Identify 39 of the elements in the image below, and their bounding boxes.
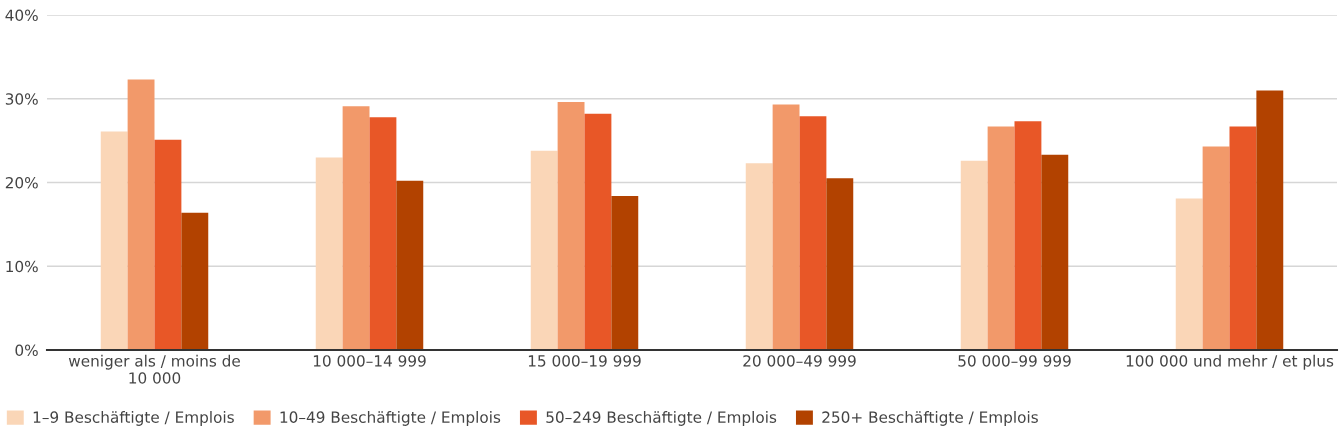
bar bbox=[530, 150, 558, 350]
x-tick-label: weniger als / moins de 10 000 bbox=[68, 354, 240, 384]
bar bbox=[181, 212, 209, 350]
bar bbox=[396, 180, 424, 350]
bar bbox=[342, 106, 370, 350]
bar bbox=[369, 117, 397, 350]
legend-label: 50–249 Beschäftigte / Emplois bbox=[546, 411, 777, 426]
legend-label: 250+ Beschäftigte / Emplois bbox=[822, 411, 1038, 426]
x-tick-label: 20 000–49 999 bbox=[743, 355, 856, 367]
bar bbox=[987, 126, 1015, 350]
bar bbox=[584, 113, 612, 350]
bar bbox=[1175, 198, 1203, 350]
bar bbox=[127, 79, 155, 350]
bar bbox=[1256, 90, 1284, 350]
bar bbox=[1014, 121, 1042, 350]
bar bbox=[315, 157, 343, 350]
bar bbox=[100, 131, 128, 350]
x-tick-label: 50 000–99 999 bbox=[958, 355, 1071, 367]
y-tick-label: 30% bbox=[5, 93, 38, 105]
legend-label: 1–9 Beschäftigte / Emplois bbox=[33, 411, 234, 426]
bar bbox=[826, 178, 854, 350]
y-tick-label: 20% bbox=[5, 176, 38, 189]
legend-label: 10–49 Beschäftigte / Emplois bbox=[280, 411, 501, 426]
y-tick-label: 0% bbox=[15, 344, 38, 357]
bar bbox=[745, 163, 773, 350]
bar bbox=[960, 160, 988, 350]
bar bbox=[557, 102, 585, 350]
y-tick-label: 10% bbox=[6, 260, 38, 273]
bar bbox=[1202, 146, 1230, 350]
bar bbox=[1229, 126, 1257, 350]
bar bbox=[1041, 154, 1069, 350]
bar bbox=[611, 195, 639, 350]
x-tick-label: 10 000–14 999 bbox=[313, 355, 426, 367]
y-tick-label: 40% bbox=[5, 9, 38, 22]
x-tick-label: 100 000 und mehr / et plus bbox=[1126, 354, 1334, 370]
bar bbox=[154, 139, 182, 350]
bar bbox=[772, 104, 800, 350]
x-tick-label: 15 000–19 999 bbox=[528, 355, 641, 367]
bar bbox=[799, 116, 827, 350]
